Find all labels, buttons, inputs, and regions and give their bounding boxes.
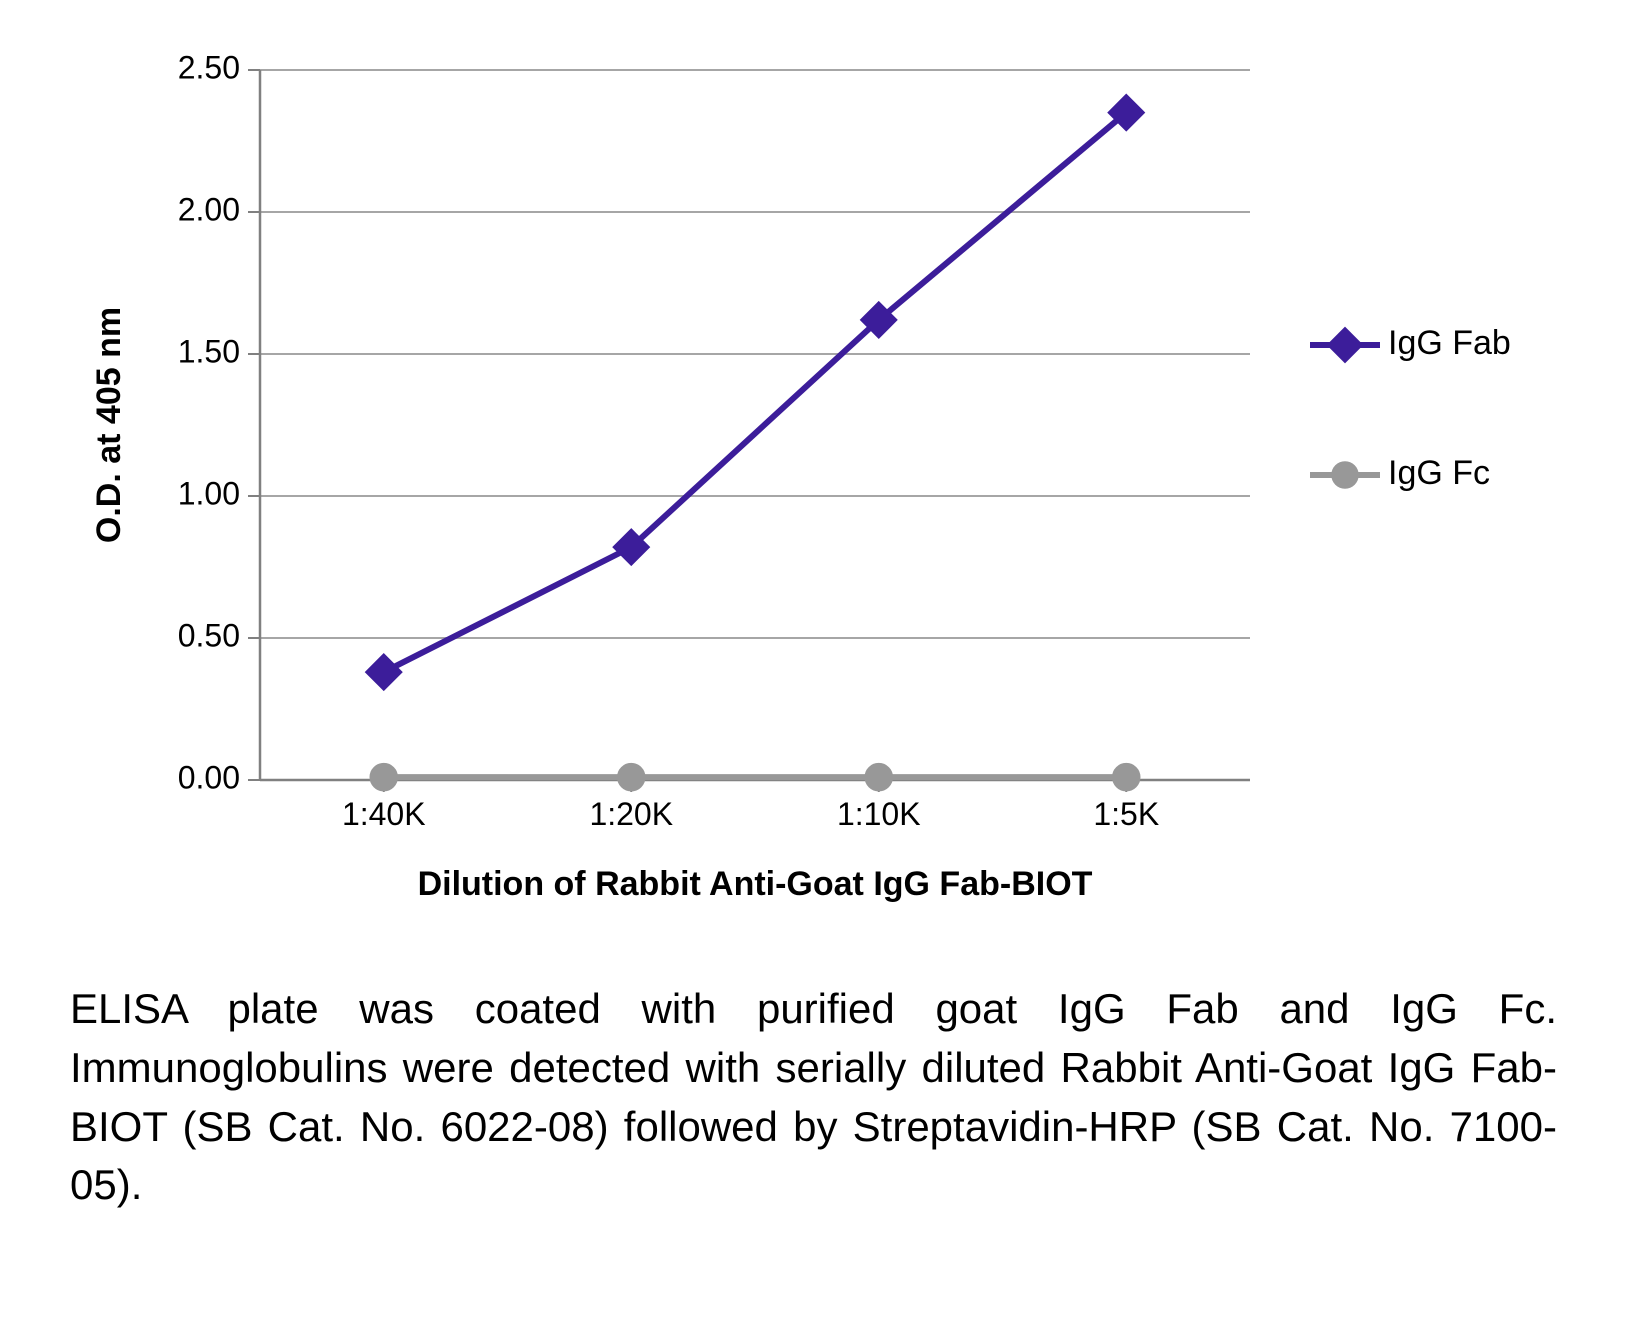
svg-text:O.D. at 405 nm: O.D. at 405 nm	[90, 307, 128, 543]
svg-text:0.00: 0.00	[178, 759, 240, 795]
figure-caption: ELISA plate was coated with purified goa…	[60, 980, 1567, 1215]
svg-text:2.50: 2.50	[178, 49, 240, 85]
svg-text:1:20K: 1:20K	[589, 796, 673, 832]
svg-text:IgG Fc: IgG Fc	[1388, 454, 1490, 492]
svg-text:0.50: 0.50	[178, 617, 240, 653]
svg-text:1:10K: 1:10K	[837, 796, 921, 832]
svg-text:Dilution of Rabbit Anti-Goat I: Dilution of Rabbit Anti-Goat IgG Fab-BIO…	[418, 865, 1093, 903]
svg-text:2.00: 2.00	[178, 191, 240, 227]
svg-text:IgG Fab: IgG Fab	[1388, 324, 1511, 362]
figure-container: 0.00 0.50 1.00 1.50 2.00 2.50 1:40K 1:20K 1:10K 1…	[0, 0, 1627, 1344]
line-chart: 0.00 0.50 1.00 1.50 2.00 2.50 1:40K 1:20K 1:10K 1…	[60, 40, 1567, 940]
chart-area: 0.00 0.50 1.00 1.50 2.00 2.50 1:40K 1:20K 1:10K 1…	[60, 40, 1567, 940]
svg-text:1.00: 1.00	[178, 475, 240, 511]
svg-text:1:40K: 1:40K	[342, 796, 426, 832]
svg-text:1:5K: 1:5K	[1093, 796, 1159, 832]
svg-text:1.50: 1.50	[178, 333, 240, 369]
